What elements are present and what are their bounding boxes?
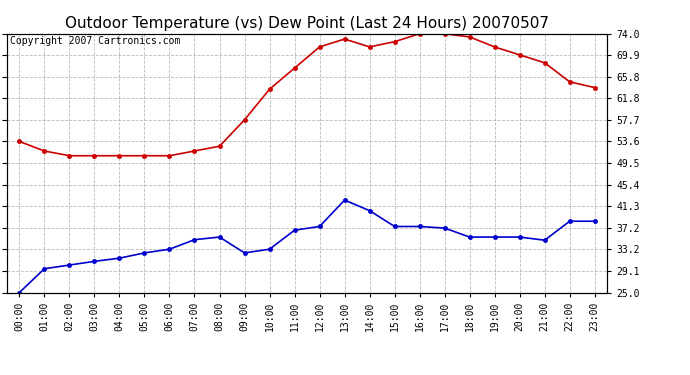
Title: Outdoor Temperature (vs) Dew Point (Last 24 Hours) 20070507: Outdoor Temperature (vs) Dew Point (Last… <box>65 16 549 31</box>
Text: Copyright 2007 Cartronics.com: Copyright 2007 Cartronics.com <box>10 36 180 46</box>
